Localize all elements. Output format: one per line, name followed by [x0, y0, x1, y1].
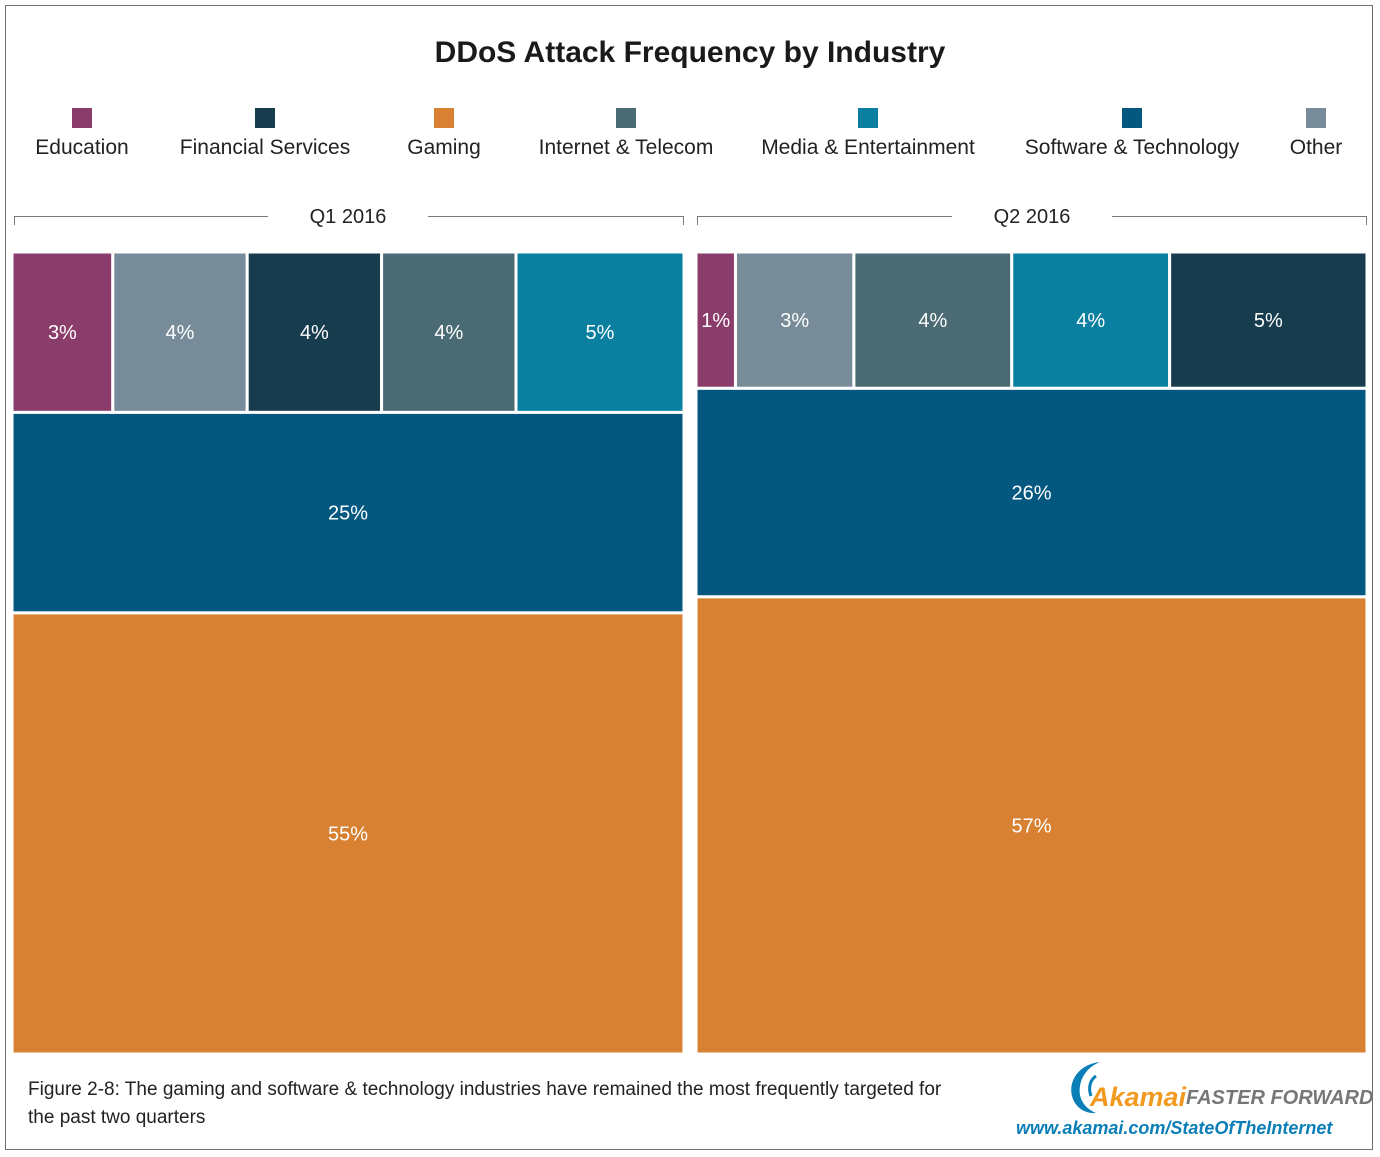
legend-swatch: [434, 108, 454, 128]
q2-financial-services-value-label: 5%: [1254, 310, 1283, 332]
q2-bracket-tick-right: [1366, 216, 1367, 225]
brand-tagline: FASTER FORWARD: [1186, 1087, 1374, 1109]
q2-bracket-tick-left: [697, 216, 698, 225]
q1-education-value-label: 3%: [48, 322, 77, 344]
legend-label: Software & Technology: [1024, 136, 1240, 159]
legend-item-media-entertainment: Media & Entertainment: [738, 108, 998, 160]
q1-financial-services-value-label: 4%: [300, 322, 329, 344]
chart-title: DDoS Attack Frequency by Industry: [434, 36, 946, 69]
chart-frame: [5, 5, 1373, 1150]
legend-item-gaming: Gaming: [314, 108, 574, 160]
legend-item-software-technology: Software & Technology: [1002, 108, 1262, 160]
q2-financial-services-cell: [1168, 250, 1369, 390]
legend-label: Other: [1289, 136, 1343, 159]
legend-label: Education: [35, 136, 129, 159]
legend-swatch: [72, 108, 92, 128]
q2-software-technology-cell: [694, 386, 1369, 599]
q1-financial-services-cell: [245, 250, 384, 414]
figure-caption: Figure 2-8: The gaming and software & te…: [28, 1079, 942, 1128]
q2-software-technology-value-label: 26%: [1011, 483, 1051, 505]
q2-media-entertainment-cell: [1010, 250, 1172, 390]
q1-software-technology-value-label: 25%: [328, 503, 368, 525]
legend-swatch: [1122, 108, 1142, 128]
q1-gaming-cell: [10, 611, 686, 1056]
q1-gaming-value-label: 55%: [328, 823, 368, 845]
q1-media-entertainment-cell: [514, 250, 686, 414]
legend-item-education: Education: [0, 108, 212, 160]
legend-label: Media & Entertainment: [761, 136, 975, 159]
q1-education-cell: [10, 250, 115, 414]
q1-media-entertainment-value-label: 5%: [586, 322, 615, 344]
q1-software-technology-cell: [10, 410, 686, 615]
q2-internet-telecom-cell: [852, 250, 1014, 390]
q1-internet-telecom-value-label: 4%: [434, 322, 463, 344]
akamai-logo-text: Akamai: [1090, 1082, 1187, 1112]
q1-bracket-tick-left: [14, 216, 15, 225]
legend-item-financial-services: Financial Services: [135, 108, 395, 160]
legend-swatch: [616, 108, 636, 128]
legend-swatch: [1306, 108, 1326, 128]
legend-label: Financial Services: [179, 136, 351, 159]
q1-internet-telecom-cell: [380, 250, 518, 414]
q2-label: Q2 2016: [952, 206, 1112, 229]
q2-gaming-value-label: 57%: [1011, 815, 1051, 837]
legend-swatch: [255, 108, 275, 128]
akamai-logo-icon: [1071, 1062, 1100, 1114]
q1-bracket-tick-right: [683, 216, 684, 225]
legend-label: Internet & Telecom: [538, 136, 714, 159]
q2-gaming-cell: [694, 595, 1369, 1056]
legend-item-internet-telecom: Internet & Telecom: [496, 108, 756, 160]
q2-other-value-label: 3%: [780, 310, 809, 332]
q1-other-value-label: 4%: [166, 322, 195, 344]
q1-label: Q1 2016: [268, 206, 428, 229]
legend-swatch: [858, 108, 878, 128]
brand-url[interactable]: www.akamai.com/StateOfTheInternet: [1016, 1118, 1333, 1138]
legend-label: Gaming: [407, 136, 481, 159]
legend-item-other: Other: [1186, 108, 1380, 160]
q2-media-entertainment-value-label: 4%: [1076, 310, 1105, 332]
q2-internet-telecom-value-label: 4%: [918, 310, 947, 332]
q2-education-value-label: 1%: [701, 310, 730, 332]
